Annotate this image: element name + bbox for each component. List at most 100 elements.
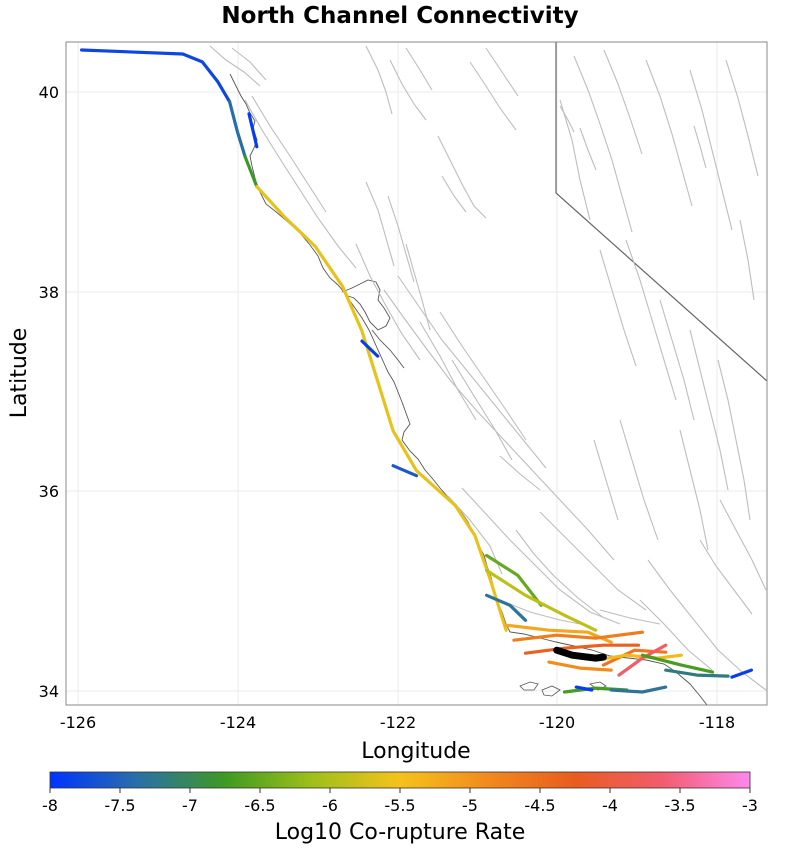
fault-trace [391, 464, 419, 478]
y-axis-title: Latitude [7, 328, 32, 419]
plot-frame [65, 41, 768, 706]
channel-island [519, 681, 539, 691]
sf-bay-south [371, 329, 405, 369]
bg-fault [719, 499, 767, 591]
bg-fault [693, 125, 707, 169]
colorbar-tick-label: -7 [182, 796, 198, 815]
bg-fault [599, 249, 637, 367]
fault-trace [664, 668, 730, 678]
bg-fault [439, 311, 527, 441]
fault-trace [523, 643, 641, 655]
bg-fault [383, 289, 615, 561]
fault-trace [485, 568, 598, 632]
bg-fault [387, 195, 415, 283]
fault-trace [228, 100, 247, 159]
y-tick-label: 38 [39, 283, 59, 302]
colorbar-tick-label: -6.5 [244, 796, 275, 815]
background-fault-sections [209, 45, 767, 691]
bg-fault [647, 559, 767, 691]
fault-trace [485, 553, 543, 607]
x-tick-label: -118 [699, 713, 735, 732]
bg-fault [679, 429, 709, 551]
bg-fault [717, 359, 751, 521]
fault-trace [360, 339, 380, 358]
colorbar-tick-label: -5.5 [384, 796, 415, 815]
state-boundary [555, 42, 767, 382]
bg-fault [639, 599, 713, 671]
bg-fault [469, 61, 517, 131]
fault-trace [79, 48, 232, 104]
colorbar-tick-label: -4 [602, 796, 618, 815]
colorbar-tick-label: -5 [462, 796, 478, 815]
fault-trace [609, 685, 668, 694]
bg-fault [451, 359, 513, 461]
bg-fault [461, 487, 621, 625]
fault-traces [79, 48, 754, 694]
bg-fault [365, 45, 393, 115]
bg-fault [699, 539, 753, 615]
fault-trace [485, 593, 528, 622]
y-axis: 40 38 36 34 [39, 83, 59, 701]
bg-fault [593, 439, 619, 521]
target-fault-trace [553, 646, 607, 662]
bg-fault [573, 55, 633, 233]
bg-fault [599, 609, 661, 625]
bg-fault [441, 175, 467, 213]
bg-fault [485, 47, 519, 97]
bg-fault [389, 59, 427, 121]
plot-area [66, 42, 767, 705]
x-tick-label: -126 [60, 713, 96, 732]
colorbar-ticks: -8 -7.5 -7 -6.5 -6 -5.5 -5 -4.5 -4 -3.5 -3 [42, 788, 758, 815]
y-tick-label: 34 [39, 682, 59, 701]
bg-fault [645, 59, 693, 207]
fault-trace [640, 653, 715, 674]
bg-fault [405, 243, 431, 331]
bg-fault [251, 95, 327, 213]
bg-fault [689, 329, 729, 491]
x-axis: -126 -124 -122 -120 -118 [60, 713, 735, 732]
bg-fault [365, 181, 395, 267]
bg-fault [619, 419, 659, 541]
bg-fault [559, 99, 591, 221]
bg-fault [579, 127, 597, 171]
fault-trace [243, 155, 259, 189]
bg-fault [397, 275, 547, 469]
bg-fault [499, 455, 541, 491]
fault-trace [255, 185, 508, 632]
colorbar-tick-label: -7.5 [104, 796, 135, 815]
y-tick-label: 40 [39, 83, 59, 102]
bg-fault [499, 599, 591, 627]
bg-fault [725, 59, 759, 177]
bg-fault [689, 69, 733, 231]
channel-island [541, 685, 561, 697]
sf-bay [341, 279, 391, 331]
x-tick-label: -122 [380, 713, 416, 732]
colorbar-tick-label: -6 [322, 796, 338, 815]
bg-fault [659, 299, 695, 421]
colorbar [49, 771, 751, 789]
fault-trace [574, 685, 594, 692]
bg-fault [419, 321, 477, 421]
bg-fault [405, 47, 433, 91]
bg-fault [603, 49, 643, 155]
bg-fault [559, 105, 575, 133]
bg-fault [244, 99, 357, 269]
bg-fault [231, 47, 267, 81]
bg-fault [539, 511, 647, 611]
colorbar-tick-label: -4.5 [524, 796, 555, 815]
bg-fault [209, 45, 261, 87]
fault-trace [547, 660, 613, 672]
bg-fault [355, 243, 421, 361]
target-fault [553, 646, 607, 662]
colorbar-tick-label: -3.5 [664, 796, 695, 815]
x-axis-title: Longitude [361, 739, 470, 764]
fault-trace [512, 630, 645, 642]
chart-title: North Channel Connectivity [221, 3, 578, 29]
colorbar-tick-label: -8 [42, 796, 58, 815]
bg-fault [437, 135, 487, 219]
fault-trace [730, 668, 754, 679]
bg-fault [625, 239, 677, 401]
colorbar-title: Log10 Co-rupture Rate [275, 820, 526, 845]
x-tick-label: -124 [220, 713, 256, 732]
